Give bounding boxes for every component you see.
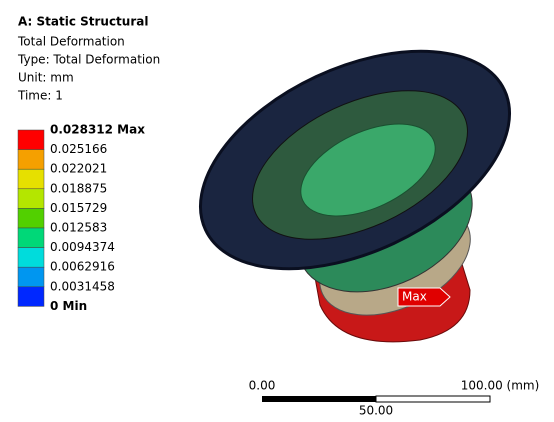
legend-label: 0.015729: [50, 201, 107, 215]
legend-label: 0.012583: [50, 221, 107, 235]
legend-label: 0.018875: [50, 181, 107, 195]
scale-label: 100.00 (mm): [461, 379, 540, 393]
legend-swatch: [18, 267, 44, 287]
probe: Max: [398, 288, 450, 306]
legend-label: 0 Min: [50, 299, 87, 313]
legend-label: 0.0031458: [50, 279, 115, 293]
result-title: A: Static Structural: [18, 15, 148, 29]
legend-swatch: [18, 169, 44, 189]
legend-swatch: [18, 208, 44, 228]
info-line: Unit: mm: [18, 71, 74, 85]
scale-label: 50.00: [359, 404, 393, 418]
probe-label: Max: [402, 290, 427, 304]
info-line: Type: Total Deformation: [17, 53, 160, 67]
legend-swatch: [18, 228, 44, 248]
legend-swatch: [18, 150, 44, 170]
legend-swatch: [18, 189, 44, 209]
legend-label: 0.0094374: [50, 240, 115, 254]
viewport: Max A: Static Structural Total Deformati…: [0, 0, 554, 418]
scale-label: 0.00: [249, 379, 276, 393]
scale-segment: [376, 396, 490, 402]
info-line: Total Deformation: [17, 35, 125, 49]
legend-swatch: [18, 287, 44, 307]
legend-label: 0.022021: [50, 162, 107, 176]
legend-label: 0.028312 Max: [50, 123, 145, 137]
scale-segment: [262, 396, 376, 402]
legend-swatch: [18, 248, 44, 268]
info-line: Time: 1: [17, 89, 63, 103]
legend-label: 0.0062916: [50, 260, 115, 274]
legend-label: 0.025166: [50, 142, 107, 156]
legend-swatch: [18, 130, 44, 150]
